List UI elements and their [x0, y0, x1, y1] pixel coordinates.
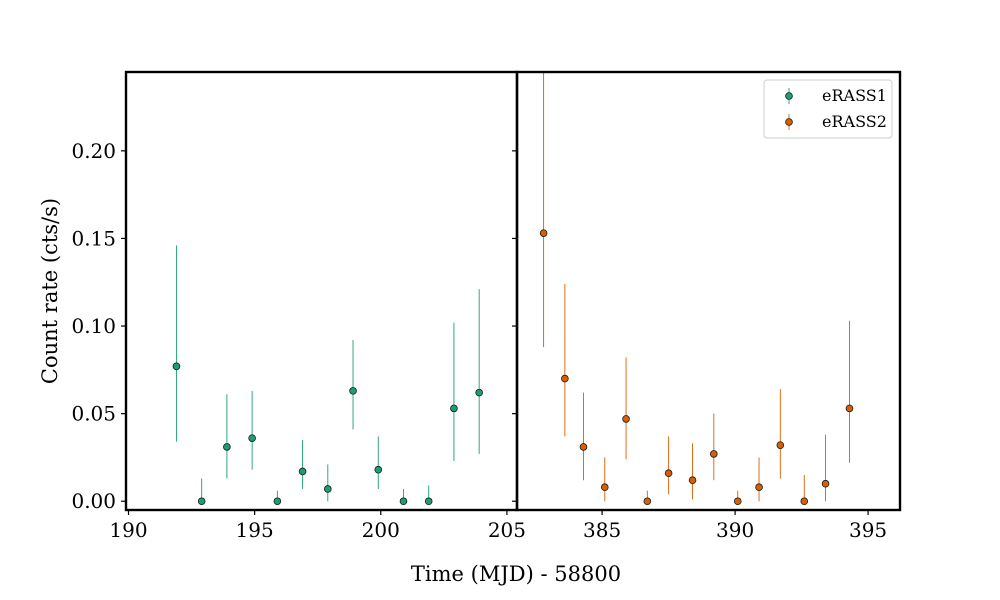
erass2-data-point — [755, 483, 763, 492]
y-tick-label: 0.20 — [71, 139, 116, 163]
erass1-data-point — [172, 362, 181, 371]
legend-box — [763, 79, 893, 139]
erass2-data-point — [845, 404, 854, 413]
x-tick-label: 195 — [236, 518, 274, 542]
legend-marker — [785, 118, 793, 126]
x-axis-title: Time (MJD) - 58800 — [411, 562, 621, 586]
erass1-data-point — [298, 467, 307, 476]
erass1-data-point — [475, 388, 483, 397]
erass1-data-point — [324, 485, 332, 493]
erass1-data-point — [197, 497, 206, 506]
erass2-data-point — [776, 441, 785, 449]
erass2-data-point — [733, 497, 742, 506]
y-tick-label: 0.10 — [71, 314, 116, 338]
erass1-data-point — [374, 465, 383, 474]
y-axis-title: Count rate (cts/s) — [38, 198, 62, 384]
x-tick-label: 190 — [109, 518, 147, 542]
x-tick-label: 385 — [583, 518, 621, 542]
x-tick-label: 390 — [716, 518, 754, 542]
erass2-data-point — [622, 415, 630, 423]
legend-label: eRASS1 — [822, 86, 887, 105]
erass1-data-point — [399, 497, 408, 506]
x-tick-label: 205 — [488, 518, 526, 542]
legend-label: eRASS2 — [822, 112, 887, 131]
y-tick-label: 0.05 — [71, 402, 116, 426]
erass2-data-point — [710, 450, 718, 458]
y-tick-label: 0.15 — [71, 226, 116, 250]
erass2-data-point — [664, 469, 673, 478]
legend: eRASS1 eRASS2 — [763, 79, 893, 139]
x-tick-label: 395 — [849, 518, 887, 542]
erass1-data-point — [223, 443, 231, 451]
erass2-data-point — [821, 479, 830, 488]
erass2-data-point — [643, 497, 652, 506]
panel-frame — [515, 70, 902, 512]
erass2-data-point — [688, 476, 697, 485]
erass2-data-point — [561, 374, 569, 383]
erass1-data-point — [349, 387, 357, 395]
y-tick-label: 0.00 — [71, 489, 116, 513]
erass2-data-point — [579, 443, 588, 451]
erass1-data-point — [424, 497, 433, 506]
erass1-data-point — [248, 434, 256, 442]
erass1-data-point — [450, 404, 458, 413]
legend-marker — [785, 92, 793, 100]
x-tick-label: 200 — [362, 518, 400, 542]
erass2-data-point — [600, 483, 609, 492]
erass2-data-point — [539, 229, 548, 237]
erass2-data-point — [800, 497, 809, 506]
erass1-data-point — [273, 497, 282, 506]
panel-erass1: 0.00 0.05 0.10 0.15 0.20 190 195 200 205 — [71, 70, 526, 542]
panel-frame — [124, 70, 519, 512]
panel-erass2: 385 390 395 — [512, 70, 902, 542]
